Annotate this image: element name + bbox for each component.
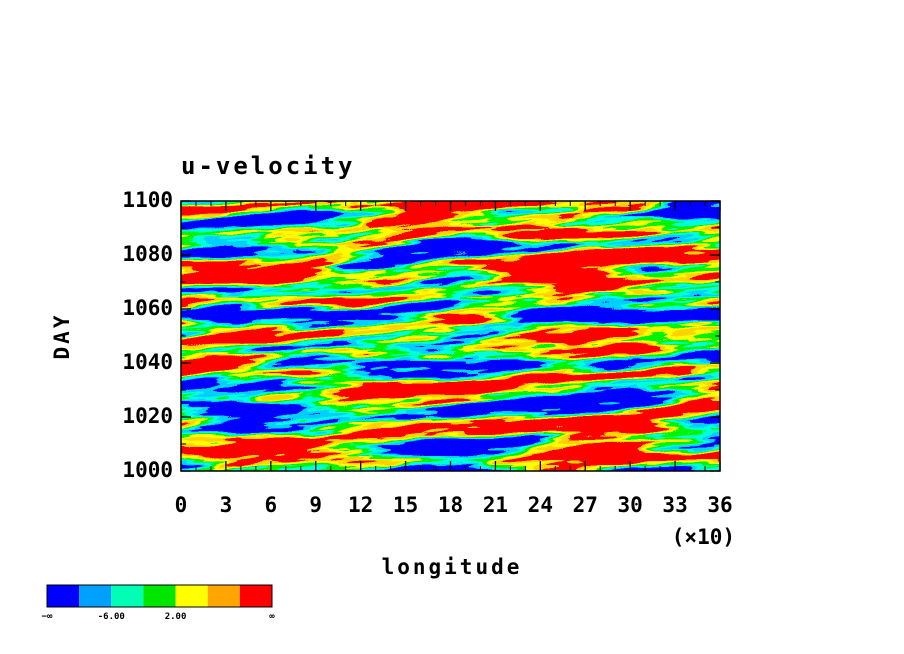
colorbar-label: ∞ xyxy=(269,612,275,622)
x-tick-label: 3 xyxy=(220,493,233,517)
x-tick-label: 0 xyxy=(175,493,188,517)
colorbar-swatch xyxy=(47,585,80,607)
colorbar-swatch xyxy=(143,585,176,607)
colorbar-label: -6.00 xyxy=(98,612,125,622)
field-texture xyxy=(181,201,720,471)
y-tick-label: 1080 xyxy=(122,242,173,266)
x-tick-label: 9 xyxy=(309,493,322,517)
y-tick-label: 1040 xyxy=(122,350,173,374)
y-axis-label: DAY xyxy=(50,313,74,360)
x-multiplier: (×10) xyxy=(672,525,735,549)
field xyxy=(181,201,720,471)
x-tick-label: 33 xyxy=(662,493,687,517)
x-tick-label: 6 xyxy=(265,493,278,517)
x-tick-label: 21 xyxy=(483,493,508,517)
y-tick-label: 1000 xyxy=(122,458,173,482)
x-tick-label: 36 xyxy=(707,493,732,517)
colorbar-label: 2.00 xyxy=(165,612,187,622)
colorbar-swatch xyxy=(111,585,144,607)
x-tick-label: 15 xyxy=(393,493,418,517)
x-tick-label: 24 xyxy=(528,493,553,517)
chart-title: u-velocity xyxy=(181,152,356,180)
colorbar-swatch xyxy=(79,585,112,607)
colorbar-swatch xyxy=(239,585,272,607)
x-tick-label: 12 xyxy=(348,493,373,517)
colorbar-swatch xyxy=(175,585,208,607)
colorbar-swatch xyxy=(207,585,240,607)
colorbar-label: −∞ xyxy=(42,612,53,622)
x-tick-label: 30 xyxy=(618,493,643,517)
y-tick-label: 1020 xyxy=(122,404,173,428)
x-tick-label: 18 xyxy=(438,493,463,517)
x-tick-label: 27 xyxy=(573,493,598,517)
colorbar-frame xyxy=(46,584,273,608)
y-tick-label: 1060 xyxy=(122,296,173,320)
y-tick-label: 1100 xyxy=(122,188,173,212)
x-axis-label: longitude xyxy=(382,555,523,579)
